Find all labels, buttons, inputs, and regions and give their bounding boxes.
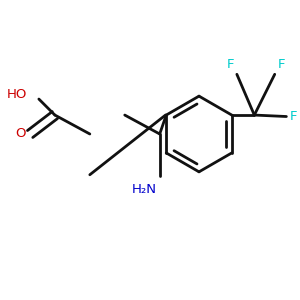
- Text: O: O: [15, 128, 26, 140]
- Text: F: F: [289, 110, 297, 123]
- Text: H₂N: H₂N: [132, 184, 157, 196]
- Text: HO: HO: [7, 88, 27, 101]
- Text: F: F: [226, 58, 234, 71]
- Text: F: F: [278, 58, 285, 71]
